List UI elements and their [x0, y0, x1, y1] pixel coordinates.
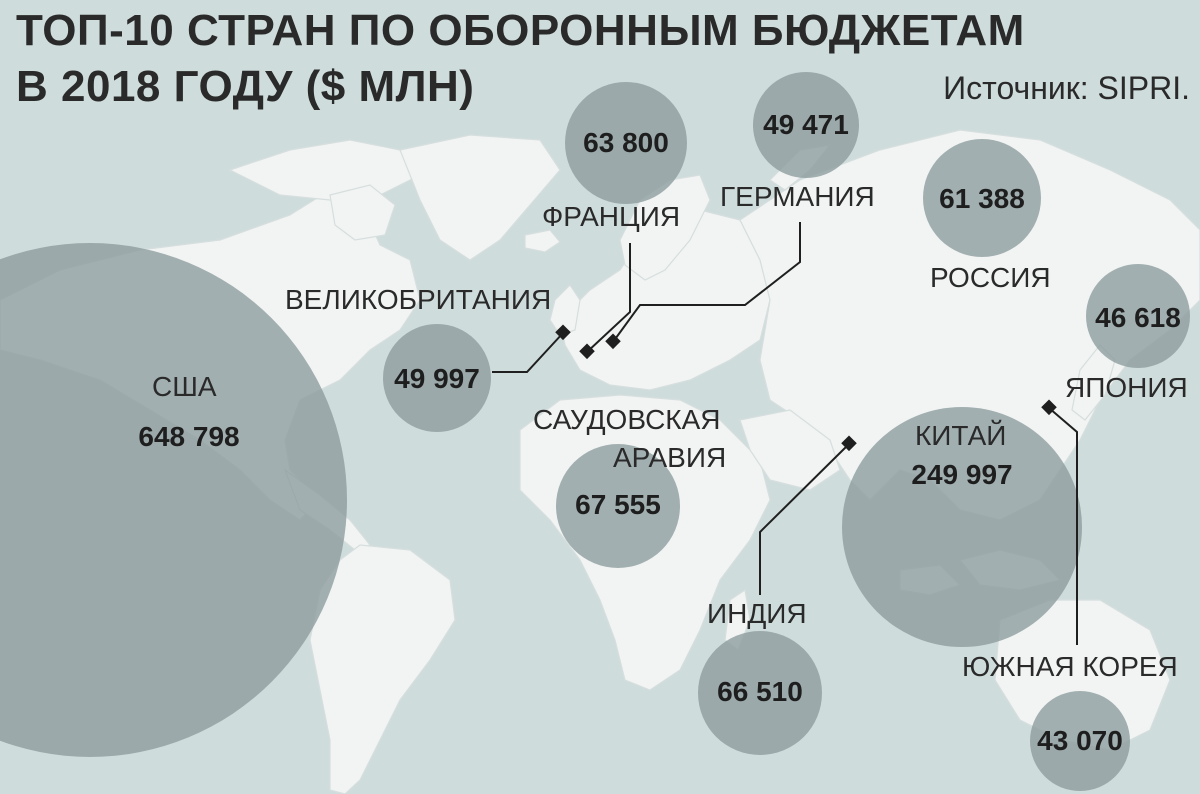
bubble-china — [842, 407, 1082, 647]
value-china: 249 997 — [911, 459, 1013, 490]
land-arctic-islands — [228, 139, 421, 201]
value-france: 63 800 — [583, 127, 669, 158]
leader-india — [759, 443, 850, 595]
leader-lines — [492, 222, 1078, 645]
bubble-uk — [383, 324, 491, 432]
value-uk: 49 997 — [394, 363, 480, 394]
label-uk: ВЕЛИКОБРИТАНИЯ — [285, 284, 552, 315]
label-russia: РОССИЯ — [930, 262, 1051, 293]
bubble-france — [565, 82, 687, 204]
label-germany: ГЕРМАНИЯ — [720, 181, 875, 212]
land-arabia — [739, 409, 841, 491]
value-usa: 648 798 — [138, 421, 240, 452]
label-india: ИНДИЯ — [707, 598, 807, 629]
bubble-russia — [923, 139, 1041, 257]
value-india: 66 510 — [717, 676, 803, 707]
leader-france — [586, 243, 631, 353]
label-china: КИТАЙ — [915, 420, 1007, 451]
label-saudi-arabia-line-2: АРАВИЯ — [613, 442, 727, 473]
bubble-india — [698, 631, 822, 755]
marker-india — [841, 435, 857, 452]
leader-uk — [492, 332, 564, 373]
leader-south-korea — [1048, 407, 1078, 645]
budget-bubbles — [0, 72, 1190, 791]
land-iceland — [524, 229, 561, 253]
bubble-germany — [753, 72, 859, 178]
label-usa: США — [152, 371, 217, 402]
label-saudi-arabia-line-1: САУДОВСКАЯ — [533, 404, 721, 435]
title-line-2: В 2018 ГОДУ ($ МЛН) — [16, 62, 475, 111]
title-line-1: ТОП-10 СТРАН ПО ОБОРОННЫМ БЮДЖЕТАМ — [16, 6, 1025, 55]
bubble-japan — [1086, 264, 1190, 368]
leader-germany — [612, 222, 801, 343]
bubble-usa — [0, 243, 347, 757]
label-south-korea: ЮЖНАЯ КОРЕЯ — [962, 651, 1178, 682]
bubble-south-korea — [1030, 691, 1130, 791]
land-greenland — [399, 134, 561, 261]
value-saudi-arabia: 67 555 — [575, 489, 661, 520]
marker-germany — [605, 333, 621, 350]
land-baffin — [329, 184, 396, 241]
value-russia: 61 388 — [939, 183, 1025, 214]
bubble-saudi-arabia — [556, 444, 680, 568]
value-south-korea: 43 070 — [1037, 725, 1123, 756]
land-australia — [994, 599, 1171, 751]
source-note: Источник: SIPRI. — [943, 70, 1190, 106]
label-japan: ЯПОНИЯ — [1065, 372, 1188, 403]
value-japan: 46 618 — [1095, 302, 1181, 333]
label-france: ФРАНЦИЯ — [542, 201, 681, 232]
value-germany: 49 471 — [763, 109, 849, 140]
marker-france — [579, 343, 595, 360]
marker-south-korea — [1041, 399, 1057, 416]
marker-uk — [555, 324, 571, 341]
location-markers — [555, 324, 1057, 452]
land-uk — [549, 284, 581, 336]
